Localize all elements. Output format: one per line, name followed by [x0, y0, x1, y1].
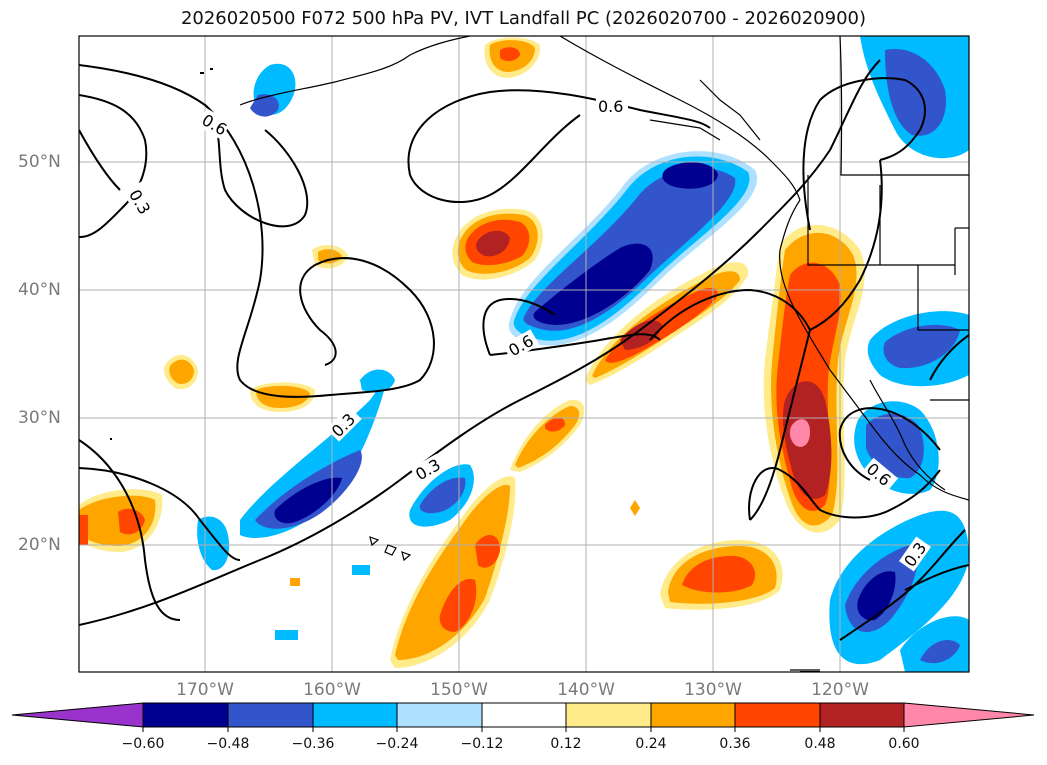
- colorbar-tick-label: −0.12: [460, 736, 504, 752]
- plot-frame: [78, 35, 970, 673]
- lon-label: 120°W: [811, 680, 869, 700]
- contour-label: 0.6: [598, 97, 623, 116]
- colorbar-tick-label: 0.24: [635, 736, 667, 752]
- neg-blob-central: [240, 369, 395, 538]
- lat-label: 20°N: [18, 535, 61, 555]
- colorbar-cell: [734, 702, 821, 728]
- lat-label: 30°N: [18, 408, 61, 428]
- lon-label: 140°W: [557, 680, 615, 700]
- lat-label: 50°N: [18, 152, 61, 172]
- lat-label: 40°N: [18, 280, 61, 300]
- colorbar-cell: [396, 702, 483, 728]
- colorbar-tick-label: 0.60: [888, 736, 920, 752]
- colorbar-extend-low: [11, 702, 144, 728]
- lon-label: 160°W: [303, 680, 361, 700]
- colorbar-cell: [650, 702, 736, 728]
- neg-blob-main: [508, 151, 758, 346]
- colorbar-tick-label: −0.36: [291, 736, 335, 752]
- lon-label: 150°W: [430, 680, 488, 700]
- colorbar: [11, 702, 1035, 732]
- neg-blob-small: [197, 63, 474, 640]
- islands: [110, 68, 213, 440]
- colorbar-cell: [481, 702, 567, 728]
- colorbar-cell: [819, 702, 905, 728]
- colorbar-tick-label: −0.60: [121, 736, 165, 752]
- neg-blob-se: [829, 311, 969, 672]
- colorbar-tick-label: 0.48: [804, 736, 836, 752]
- lon-label: 170°W: [176, 680, 234, 700]
- map-title: 2026020500 F072 500 hPa PV, IVT Landfall…: [180, 8, 867, 29]
- colorbar-cell: [142, 702, 229, 728]
- colorbar-tick-label: −0.48: [206, 736, 250, 752]
- colorbar-tick-label: 0.36: [719, 736, 751, 752]
- shaded-fields: [79, 36, 969, 672]
- coastlines: [239, 36, 969, 671]
- colorbar-cell: [227, 702, 314, 728]
- lon-label: 130°W: [684, 680, 742, 700]
- neg-blob-ne: [860, 36, 969, 159]
- pos-blob-coast: [763, 224, 865, 533]
- colorbar-extend-high: [903, 702, 1035, 728]
- pos-blob-west: [79, 37, 640, 586]
- colorbar-tick-label: −0.24: [375, 736, 419, 752]
- gridlines: [79, 36, 969, 672]
- colorbar-tick-label: 0.12: [550, 736, 582, 752]
- colorbar-cell: [312, 702, 398, 728]
- contours: [79, 59, 969, 672]
- colorbar-cell: [565, 702, 652, 728]
